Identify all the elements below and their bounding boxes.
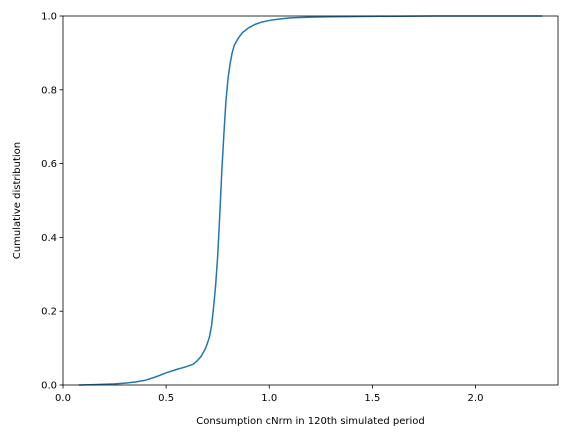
x-tick-label: 0.5	[158, 393, 174, 404]
x-tick-label: 2.0	[468, 393, 484, 404]
cdf-series-line	[78, 15, 543, 386]
y-tick-label: 0.4	[41, 233, 57, 244]
x-tick-label: 1.5	[364, 393, 380, 404]
axes-frame	[62, 15, 559, 386]
x-tick-label: 0.0	[55, 393, 71, 404]
x-tick-label: 1.0	[261, 393, 277, 404]
x-axis-ticks: 0.0 0.5 1.0 1.5 2.0	[55, 385, 483, 404]
y-tick-label: 1.0	[41, 12, 57, 23]
y-tick-label: 0.6	[41, 159, 57, 170]
y-tick-label: 0.8	[41, 85, 57, 96]
y-axis-label: Cumulative distribution	[12, 142, 23, 259]
x-axis-label: Consumption cNrm in 120th simulated peri…	[196, 416, 425, 427]
y-tick-label: 0.0	[41, 381, 57, 392]
y-axis-ticks: 0.0 0.2 0.4 0.6 0.8 1.0	[41, 12, 63, 392]
y-tick-label: 0.2	[41, 307, 57, 318]
plot-area	[78, 15, 543, 386]
